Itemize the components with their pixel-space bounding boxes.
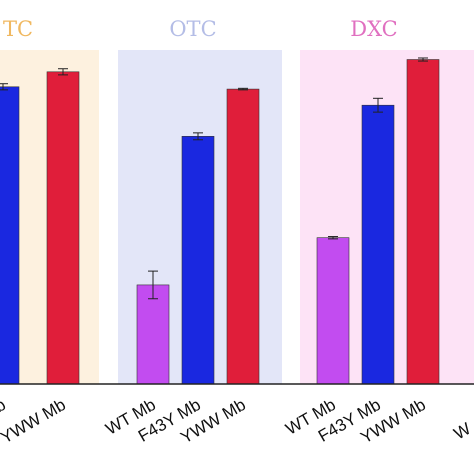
bar-tc-f43y-mb: [0, 86, 20, 385]
error-bar-tc-f43y-mb: [0, 83, 8, 91]
bar-tc-yww-mb: [46, 71, 80, 385]
group-title-dxc: DXC: [350, 17, 398, 41]
bars: [0, 59, 440, 385]
error-bar-otc-f43y-mb: [193, 132, 203, 141]
error-bar-tc-yww-mb: [58, 68, 68, 76]
tick-label-tc-yww-mb: YWW Mb: [0, 395, 69, 447]
tick-label-extra: W: [451, 419, 474, 443]
error-bar-dxc-wt-mb: [328, 236, 338, 240]
error-bar-dxc-f43y-mb: [373, 97, 383, 113]
tick-label-tc-f43y-mb: Mb: [0, 395, 9, 423]
bar-dxc-wt-mb: [316, 237, 350, 385]
bar-otc-f43y-mb: [181, 136, 215, 385]
bar-otc-wt-mb: [136, 284, 170, 385]
error-bar-otc-wt-mb: [148, 270, 158, 300]
group-titles: TC OTC DXC: [3, 17, 398, 41]
bar-dxc-f43y-mb: [361, 104, 395, 385]
error-bars: [0, 57, 428, 300]
bar-otc-yww-mb: [226, 88, 260, 385]
error-bar-dxc-yww-mb: [418, 57, 428, 62]
group-title-tc: TC: [3, 17, 33, 41]
group-title-otc: OTC: [169, 17, 216, 41]
bar-dxc-yww-mb: [406, 59, 440, 385]
error-bar-otc-yww-mb: [238, 87, 248, 91]
